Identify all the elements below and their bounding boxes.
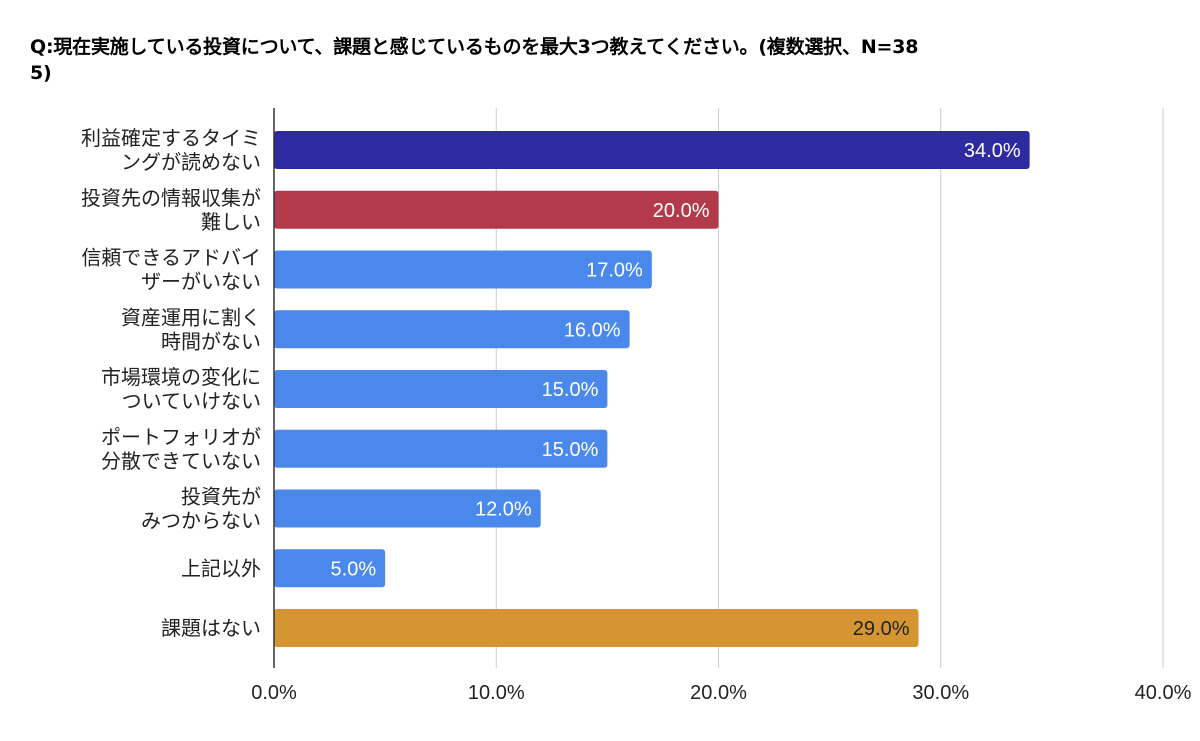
category-label: ザーがいない [141,270,261,294]
category-label: ついていけない [122,389,261,413]
category-label: 利益確定するタイミ [81,126,261,150]
category-label: 上記以外 [181,556,261,580]
x-tick-label: 0.0% [251,682,297,704]
chart-title-line-2: 5) [30,62,52,84]
bar [274,609,919,647]
category-label: みつからない [141,509,261,533]
category-label: 難しい [201,210,261,234]
bar [274,489,541,528]
chart-title: Q:現在実施している投資について、課題と感じているものを最大3つ教えてください。… [30,34,1170,86]
x-tick-label: 40.0% [1135,682,1192,704]
category-label: 資産運用に割く [121,305,261,329]
bar [274,370,608,408]
labels: 0.0% 10.0% 20.0% 30.0% 40.0% 34.0% 利益確定するタイミング… [81,126,1192,704]
x-tick-label: 30.0% [912,682,969,704]
category-label: 市場環境の変化に [101,365,261,389]
x-tick-label: 10.0% [468,682,525,704]
bars [274,131,1030,647]
bar-value-label: 16.0% [564,319,621,341]
bar [274,429,608,468]
bar-value-label: 34.0% [964,140,1021,162]
category-label: 投資先の情報収集が [81,186,261,210]
bar-value-label: 15.0% [542,379,599,401]
bar-value-label: 17.0% [586,260,643,282]
bar [274,131,1030,169]
category-label: ポートフォリオが [101,425,261,449]
category-label: 信頼できるアドバイ [81,246,261,270]
bar-value-label: 20.0% [653,200,710,222]
bar-value-label: 29.0% [853,618,910,640]
bar [274,250,652,289]
x-tick-label: 20.0% [690,682,747,704]
category-label: 時間がない [161,329,261,353]
chart-title-line-1: Q:現在実施している投資について、課題と感じているものを最大3つ教えてください。… [30,36,919,58]
bar [274,310,630,349]
category-label: 課題はない [161,616,261,640]
bar-value-label: 15.0% [542,439,599,461]
category-label: ングが読めない [121,150,261,174]
bar-value-label: 12.0% [475,499,532,521]
bar [274,549,386,588]
category-label: 投資先が [181,485,261,509]
category-label: 分散できていない [101,449,261,473]
bar-value-label: 5.0% [331,558,377,580]
bar [274,190,719,229]
